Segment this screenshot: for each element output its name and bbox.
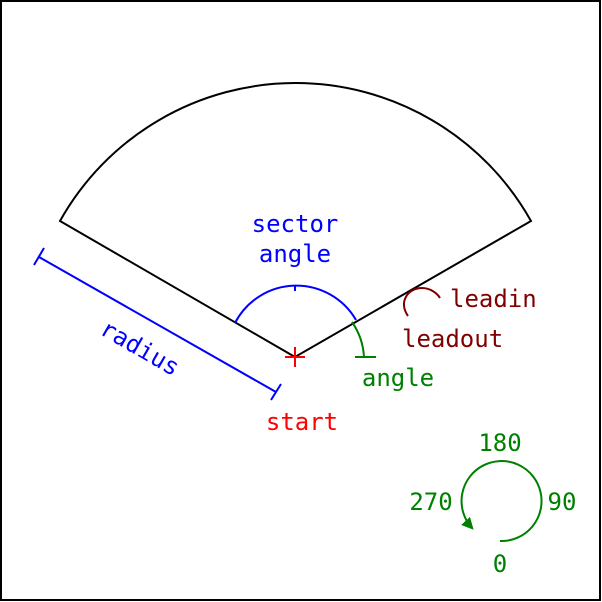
direction-label-0: 0 <box>493 550 507 578</box>
radius-end-cap-top <box>33 247 45 266</box>
angle-label: angle <box>362 364 434 392</box>
lead-arc <box>403 286 441 317</box>
angle-arc <box>351 321 365 358</box>
direction-label-90: 90 <box>548 488 577 516</box>
direction-label-180: 180 <box>478 429 521 457</box>
radius-dimension-line <box>38 256 277 393</box>
sector-outline <box>58 82 533 359</box>
sector-angle-label-line1: sector <box>252 210 339 238</box>
direction-label-270: 270 <box>409 488 452 516</box>
direction-circle-arrow <box>460 460 543 543</box>
leadout-label: leadout <box>402 325 503 353</box>
sector-angle-arc <box>234 284 357 324</box>
leadin-label: leadin <box>450 285 537 313</box>
sector-angle-label-line2: angle <box>259 240 331 268</box>
start-label: start <box>266 408 338 436</box>
radius-end-cap-bottom <box>270 383 282 401</box>
radius-label: radius <box>95 314 184 382</box>
